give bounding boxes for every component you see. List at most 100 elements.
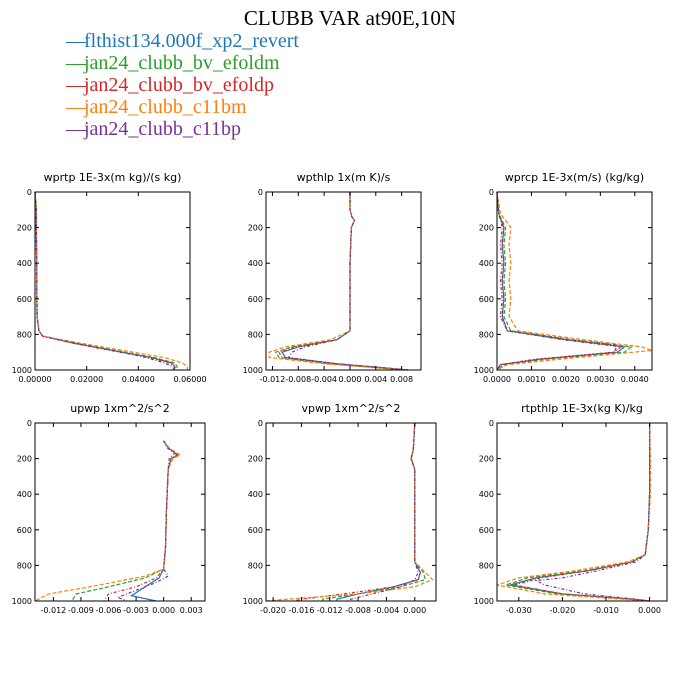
legend-item: —jan24_clubb_c11bp	[66, 118, 299, 140]
x-tick-label: -0.012	[317, 606, 343, 615]
panel-title: wprtp 1E-3x(m kg)/(s kg)	[44, 171, 182, 184]
legend-label: jan24_clubb_c11bm	[84, 96, 247, 118]
legend-label: jan24_clubb_bv_efoldp	[84, 74, 274, 96]
x-tick-label: -0.008	[345, 606, 371, 615]
y-tick-label: 1000	[12, 366, 32, 375]
y-tick-label: 200	[479, 224, 494, 233]
series-line	[71, 440, 180, 602]
legend-marker: —	[66, 118, 86, 140]
x-tick-label: -0.004	[311, 375, 337, 384]
panel-title: wpthlp 1x(m K)/s	[297, 171, 391, 184]
x-tick-label: 0.000	[339, 375, 362, 384]
x-tick-label: -0.009	[68, 606, 94, 615]
series-line	[268, 192, 409, 371]
y-tick-label: 600	[479, 526, 494, 535]
series-line	[496, 191, 633, 371]
x-tick-label: -0.016	[289, 606, 315, 615]
y-tick-label: 400	[479, 259, 494, 268]
y-tick-label: 800	[17, 330, 32, 339]
panel-title: wprcp 1E-3x(m/s) (kg/kg)	[505, 171, 644, 184]
x-tick-label: 0.0000	[483, 375, 511, 384]
y-tick-label: 0	[489, 188, 494, 197]
y-tick-label: 1000	[474, 366, 494, 375]
legend-marker: —	[66, 30, 86, 52]
y-tick-label: 800	[248, 330, 263, 339]
legend: —flthist134.000f_xp2_revert —jan24_clubb…	[66, 30, 299, 140]
legend-item: —flthist134.000f_xp2_revert	[66, 30, 299, 52]
y-tick-label: 600	[248, 295, 263, 304]
y-tick-label: 400	[248, 490, 263, 499]
panel: rtpthlp 1E-3x(kg K)/kg 0 200 400 600 800 1000 -…	[474, 402, 668, 615]
series-line	[287, 192, 409, 371]
series-line	[34, 191, 188, 370]
series-line	[34, 191, 175, 371]
x-tick-label: 0.000	[638, 606, 661, 615]
y-tick-label: 1000	[243, 597, 263, 606]
plot-frame	[265, 422, 437, 602]
series-line	[534, 423, 651, 602]
x-tick-label: 0.0030	[586, 375, 614, 384]
x-tick-label: 0.00000	[18, 375, 51, 384]
x-tick-label: 0.008	[390, 375, 413, 384]
panel-title: upwp 1xm^2/s^2	[70, 402, 170, 415]
legend-item: —jan24_clubb_bv_efoldm	[66, 52, 299, 74]
panel-title: rtpthlp 1E-3x(kg K)/kg	[521, 402, 643, 415]
y-tick-label: 400	[17, 259, 32, 268]
plot-frame	[265, 191, 422, 371]
legend-item: —jan24_clubb_c11bm	[66, 96, 299, 118]
x-tick-label: -0.010	[593, 606, 619, 615]
series-line	[34, 191, 178, 371]
panel: wpthlp 1x(m K)/s02004006008001000-0.012-…	[243, 171, 422, 384]
legend-marker: —	[66, 52, 86, 74]
y-tick-label: 200	[17, 224, 32, 233]
series-line	[496, 191, 619, 371]
y-tick-label: 1000	[12, 597, 32, 606]
series-line	[336, 422, 422, 601]
panel: wprtp 1E-3x(m kg)/(s kg) 0 200 400 600 800 100…	[12, 171, 207, 384]
x-tick-label: 0.04000	[122, 375, 155, 384]
series-line	[265, 422, 434, 602]
x-tick-label: 0.003	[180, 606, 203, 615]
x-tick-label: 0.000	[403, 606, 426, 615]
legend-marker: —	[66, 96, 86, 118]
x-tick-label: 0.000	[152, 606, 175, 615]
legend-marker: —	[66, 74, 86, 96]
y-tick-label: 1000	[243, 366, 263, 375]
x-tick-label: -0.030	[506, 606, 532, 615]
x-tick-label: -0.012	[40, 606, 66, 615]
y-tick-label: 800	[248, 561, 263, 570]
plot-frame	[496, 191, 653, 371]
series-line	[281, 192, 409, 371]
series-line	[34, 440, 182, 602]
y-tick-label: 0	[489, 419, 494, 428]
legend-label: jan24_clubb_c11bp	[84, 118, 242, 140]
series-line	[496, 191, 623, 371]
series-line	[347, 422, 419, 602]
series-line	[496, 191, 653, 371]
y-tick-label: 0	[27, 419, 32, 428]
x-tick-label: -0.020	[549, 606, 575, 615]
x-tick-label: -0.003	[123, 606, 149, 615]
y-tick-label: 0	[258, 419, 263, 428]
series-line	[34, 191, 176, 370]
series-line	[277, 192, 409, 371]
y-tick-label: 200	[248, 455, 263, 464]
x-tick-label: 0.0020	[552, 375, 580, 384]
y-tick-label: 200	[248, 224, 263, 233]
figure-title: CLUBB VAR at90E,10N	[243, 6, 457, 30]
series-line	[514, 423, 651, 602]
y-tick-label: 600	[17, 295, 32, 304]
series-line	[496, 422, 651, 602]
legend-label: jan24_clubb_bv_efoldm	[84, 52, 280, 74]
series-line	[294, 422, 422, 602]
y-tick-label: 400	[17, 490, 32, 499]
x-tick-label: -0.012	[260, 375, 286, 384]
series-line	[116, 440, 176, 602]
y-tick-label: 600	[17, 526, 32, 535]
y-tick-label: 600	[248, 526, 263, 535]
y-tick-label: 0	[27, 188, 32, 197]
x-tick-label: 0.004	[364, 375, 387, 384]
